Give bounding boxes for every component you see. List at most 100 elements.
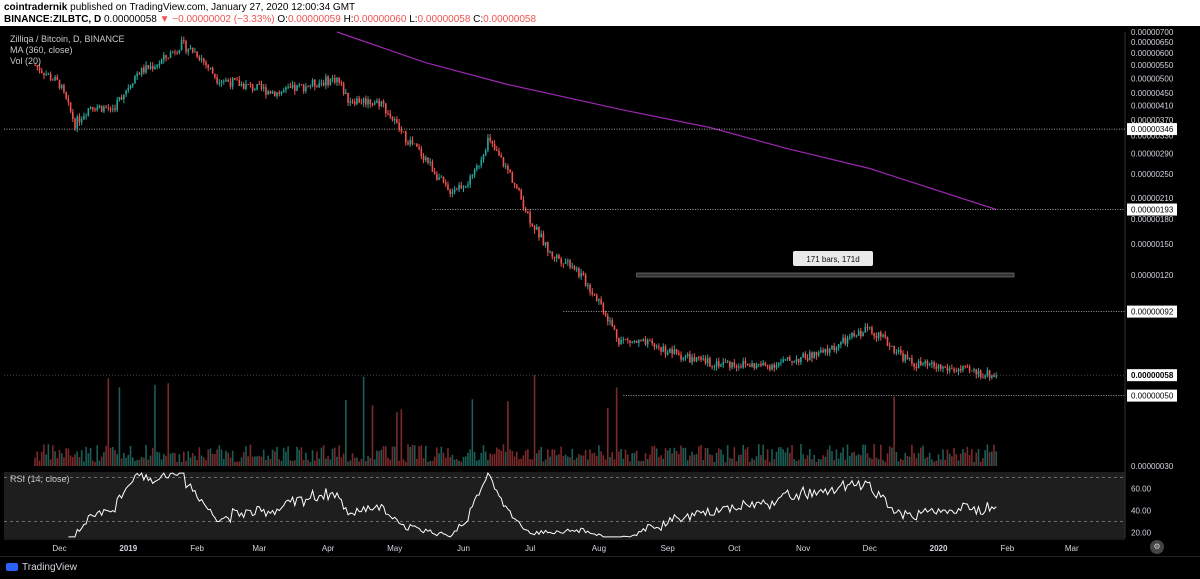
candle-body [666, 352, 669, 355]
volume-bar [939, 459, 942, 466]
candle-body [746, 363, 749, 366]
volume-bar [43, 444, 45, 466]
volume-bar [595, 455, 598, 466]
volume-bar [498, 449, 500, 466]
volume-bar [67, 448, 70, 466]
author-name[interactable]: cointradernik [4, 2, 68, 13]
candle-body [509, 170, 511, 173]
volume-bar [407, 444, 409, 466]
volume-bar [573, 459, 576, 466]
candle-body [351, 101, 354, 103]
candle-body [538, 226, 540, 238]
candle-body [871, 327, 873, 333]
volume-bar [280, 460, 283, 466]
candle-body [420, 149, 423, 157]
settings-gear-icon[interactable]: ⚙ [1150, 540, 1164, 554]
candle-body [993, 374, 995, 377]
volume-bar [795, 461, 798, 466]
candle-body [418, 146, 420, 150]
candle-body [376, 100, 378, 103]
volume-bar [831, 451, 833, 466]
candle-body [367, 99, 369, 105]
candle-body [513, 182, 516, 185]
volume-bar [642, 460, 645, 466]
candle-body [762, 362, 764, 366]
volume-bar [467, 452, 469, 466]
volume-bar [731, 458, 733, 466]
volume-bar [320, 447, 323, 466]
volume-bar [531, 459, 534, 466]
candle-body [977, 370, 980, 375]
candle-body [258, 83, 261, 85]
volume-bar [567, 456, 569, 466]
volume-bar [183, 451, 185, 466]
volume-bar [553, 449, 556, 466]
volume-bar [207, 449, 210, 466]
volume-bar [216, 449, 218, 466]
candle-body [991, 374, 993, 378]
candle-body [67, 98, 70, 103]
candle-body [551, 251, 554, 257]
candle-body [524, 208, 527, 212]
candle-body [491, 140, 494, 144]
volume-bar [764, 459, 767, 466]
volume-bar [948, 453, 951, 466]
candle-body [154, 66, 156, 70]
candle-body [775, 365, 778, 368]
candle-body [111, 108, 114, 110]
candle-body [267, 91, 269, 95]
candle-body [660, 347, 662, 352]
candle-body [80, 119, 83, 123]
volume-bar [993, 444, 995, 466]
time-tick-label: Oct [728, 544, 741, 553]
candle-body [36, 65, 39, 67]
candle-body [549, 251, 551, 253]
volume-bar [891, 447, 893, 466]
candle-body [360, 102, 363, 104]
volume-bar [660, 455, 662, 466]
candle-body [424, 157, 427, 160]
volume-bar [833, 459, 836, 466]
candle-body [227, 79, 229, 82]
volume-bar [582, 455, 585, 466]
high-value: 0.00000060 [353, 14, 407, 25]
level-label-box [1127, 305, 1177, 318]
candle-body [498, 150, 500, 156]
volume-bar [336, 456, 338, 466]
volume-bar [504, 451, 507, 466]
volume-bar [411, 444, 414, 466]
candle-body [265, 87, 267, 95]
volume-bar [880, 444, 882, 466]
candle-body [722, 361, 725, 365]
tradingview-brand[interactable]: TradingView [6, 562, 77, 573]
candle-body [769, 365, 771, 370]
candle-body [757, 363, 760, 365]
candle-body [948, 368, 951, 371]
volume-bar [860, 455, 862, 466]
candle-body [456, 189, 458, 191]
volume-bar [373, 459, 376, 466]
volume-bar [662, 458, 665, 466]
candle-body [753, 363, 756, 369]
volume-bar [56, 457, 59, 466]
candle-body [200, 58, 203, 60]
candle-body [600, 299, 602, 304]
candle-body [678, 352, 680, 355]
candle-body [629, 340, 631, 343]
candle-body [580, 272, 582, 277]
date-range-label: 171 bars, 171d [806, 255, 859, 264]
candle-body [873, 332, 875, 336]
candle-body [675, 349, 678, 353]
candle-body [764, 362, 767, 366]
volume-bar [515, 451, 518, 466]
volume-bar [724, 461, 727, 466]
candle-body [271, 91, 274, 94]
volume-bar [380, 449, 383, 466]
volume-bar [802, 454, 804, 466]
volume-bar [420, 445, 423, 466]
volume-bar [704, 447, 707, 466]
candle-body [458, 185, 460, 190]
volume-bar [416, 458, 418, 466]
candle-body [820, 350, 822, 353]
